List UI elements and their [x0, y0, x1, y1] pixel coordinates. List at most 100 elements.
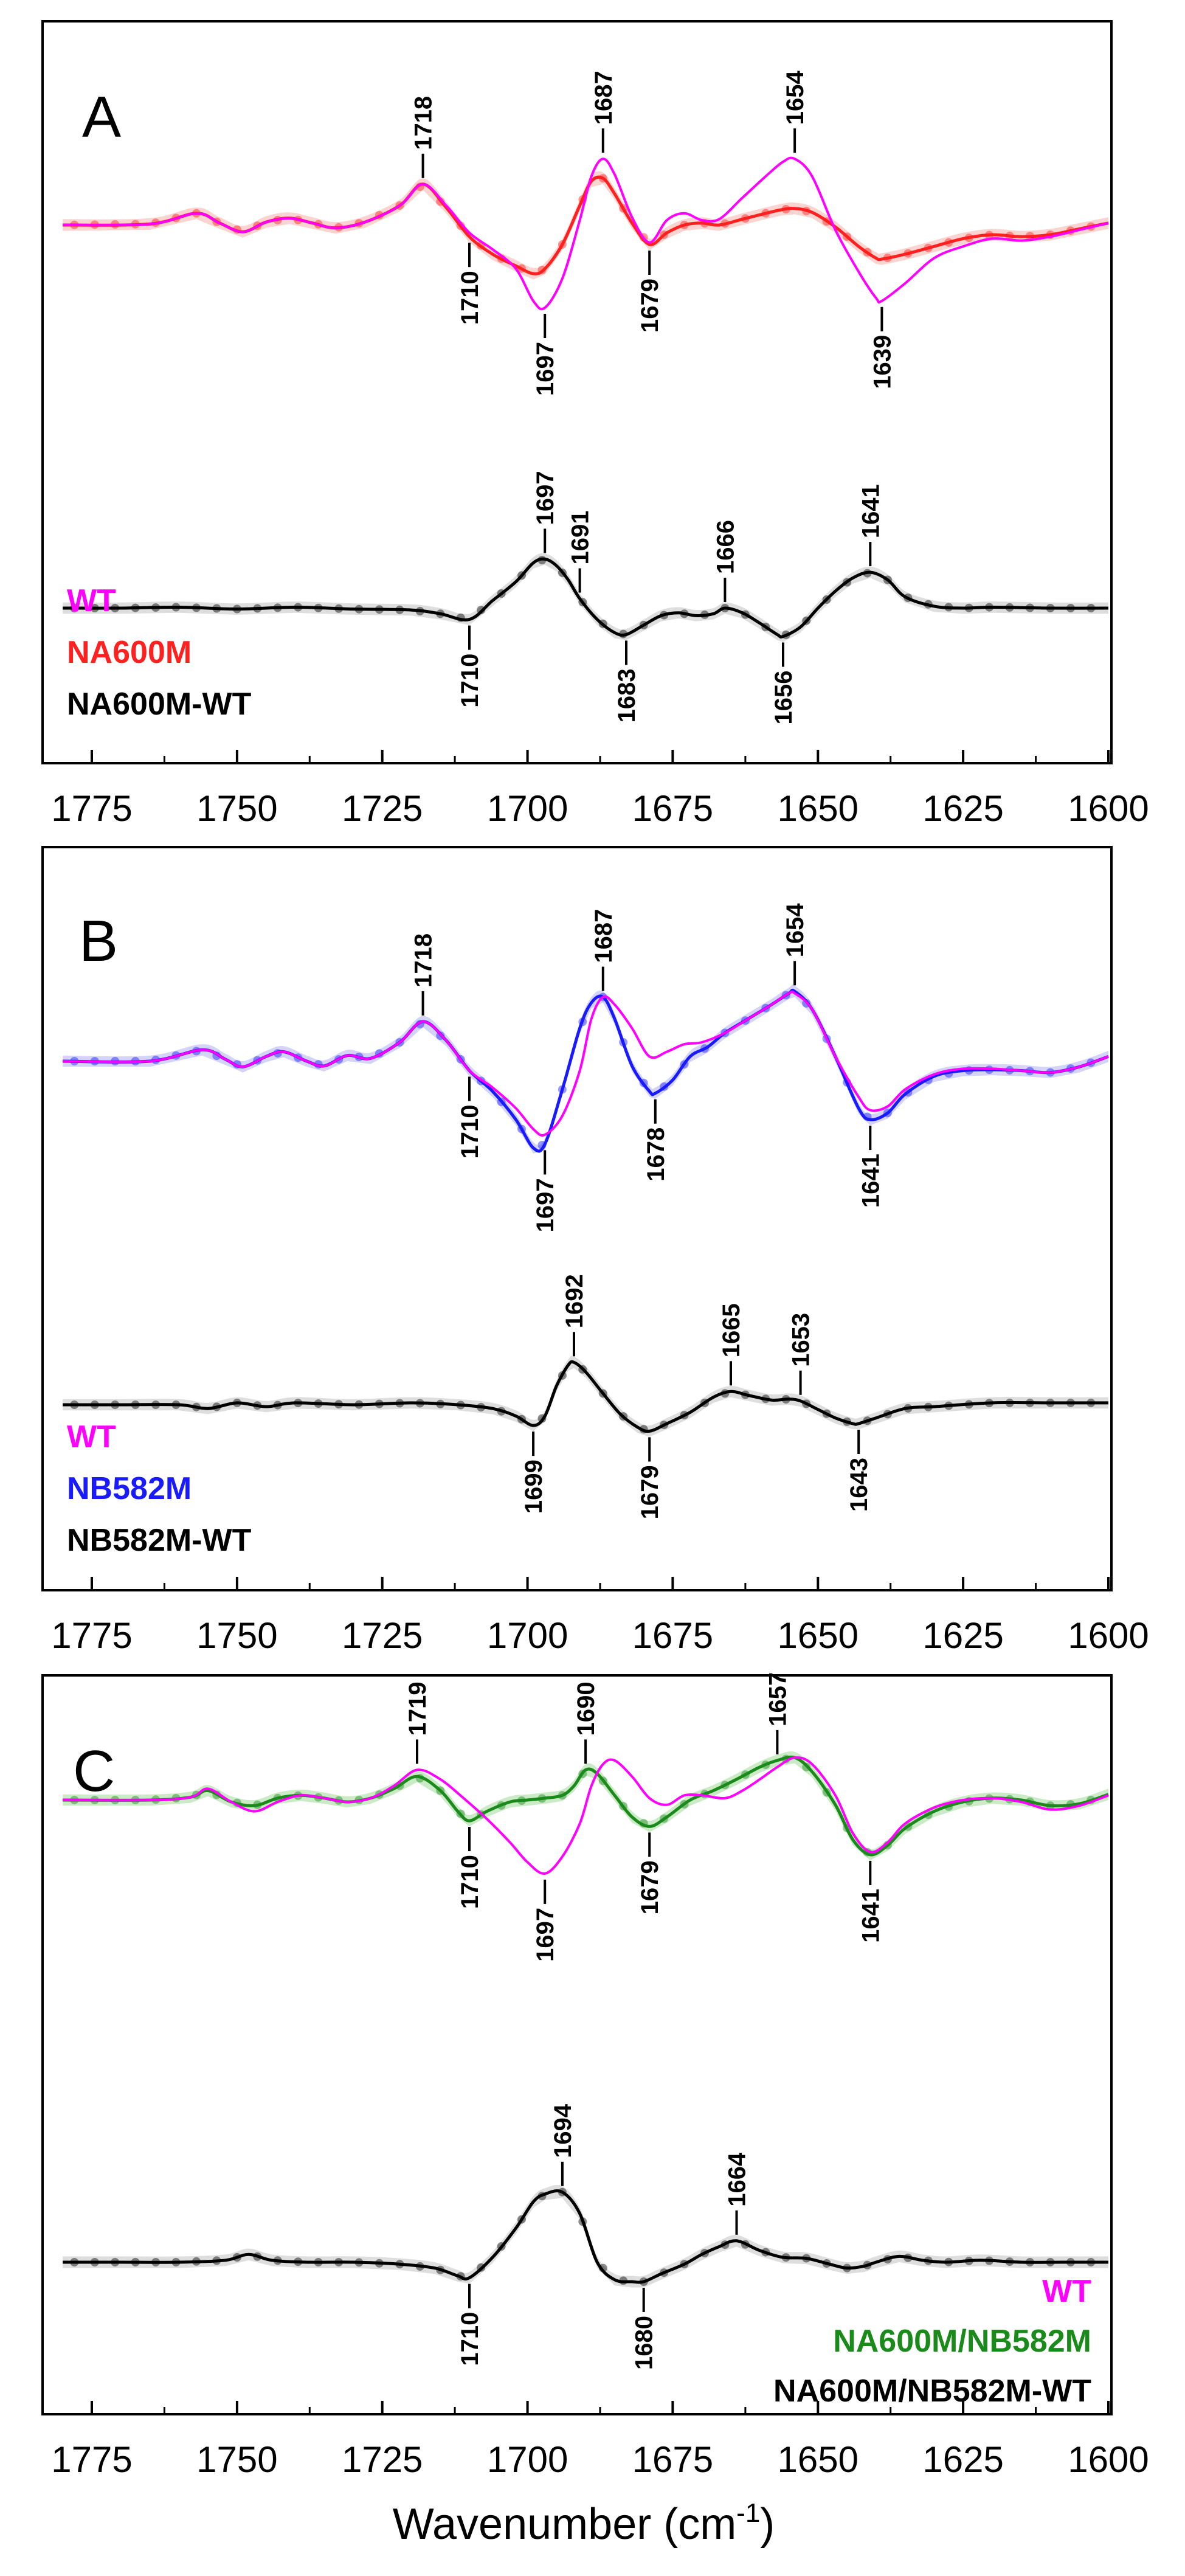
data-point — [903, 594, 913, 602]
data-point — [863, 569, 872, 578]
data-point — [131, 1401, 140, 1409]
x-tick-label-1750: 1750 — [196, 788, 277, 829]
data-point — [660, 1814, 669, 1823]
data-point — [639, 1819, 648, 1828]
data-point — [456, 2272, 465, 2281]
data-point — [558, 1791, 567, 1800]
data-point — [232, 604, 241, 614]
peak-label-1710: 1710 — [457, 2312, 483, 2366]
data-point — [660, 611, 669, 620]
x-tick-label-1750: 1750 — [196, 1615, 277, 1656]
data-point — [578, 1770, 587, 1778]
data-point — [111, 604, 120, 612]
data-point — [598, 619, 607, 628]
peak-label-1697: 1697 — [532, 1178, 559, 1232]
data-point — [619, 1802, 628, 1811]
data-point — [456, 1809, 465, 1818]
series-line-wt — [63, 156, 1109, 311]
data-point — [232, 1398, 241, 1407]
data-point — [903, 2253, 913, 2262]
data-point — [537, 556, 547, 564]
peak-label-1656: 1656 — [770, 671, 797, 725]
data-point — [273, 2256, 282, 2265]
data-point — [578, 1017, 587, 1027]
data-point — [192, 603, 201, 612]
data-point — [415, 607, 424, 615]
panel-a-frame — [41, 20, 1113, 764]
data-point — [1005, 231, 1014, 240]
data-point — [843, 1417, 852, 1426]
data-point — [436, 1786, 445, 1795]
x-tick-label-1775: 1775 — [51, 788, 132, 829]
data-point — [558, 568, 567, 577]
data-point — [863, 2260, 872, 2270]
data-point — [111, 1401, 120, 1409]
panel-a-letter: A — [82, 85, 121, 150]
peak-label-1654: 1654 — [782, 903, 809, 958]
data-point — [456, 221, 465, 230]
data-point — [314, 1399, 323, 1408]
error-band-na600m-nb582m — [63, 1751, 1109, 1861]
data-point — [883, 1410, 892, 1419]
data-point — [253, 1800, 262, 1809]
data-point — [151, 603, 161, 612]
panel-a-x-axis: 1775 1750 1725 1700 1675 1650 1625 1600 — [51, 750, 1149, 829]
data-point — [131, 603, 140, 612]
data-point — [131, 2258, 140, 2266]
data-point — [578, 1365, 587, 1374]
data-point — [294, 603, 303, 612]
data-point — [294, 2257, 303, 2266]
peak-label-1699: 1699 — [520, 1459, 547, 1514]
data-point — [537, 1414, 547, 1423]
peak-label-1718: 1718 — [410, 933, 437, 988]
legend-entry-na600m-nb582m: NA600M/NB582M — [833, 2324, 1091, 2359]
data-point — [253, 604, 262, 613]
data-point — [578, 2217, 587, 2226]
x-tick-label-1625: 1625 — [922, 1615, 1003, 1656]
peak-label-1666: 1666 — [712, 520, 739, 574]
data-point — [517, 1124, 526, 1134]
legend-entry-nb582m-wt: NB582M-WT — [67, 1523, 252, 1558]
data-point — [619, 1412, 628, 1421]
data-point — [802, 616, 811, 625]
data-point — [294, 1399, 303, 1408]
data-point — [1026, 603, 1034, 612]
x-tick-label-1775: 1775 — [51, 2439, 132, 2480]
data-point — [517, 1796, 526, 1805]
data-point — [761, 1761, 770, 1770]
peak-label-1679: 1679 — [637, 1465, 663, 1519]
x-tick-label-1625: 1625 — [922, 2439, 1003, 2480]
data-point — [497, 2242, 506, 2251]
data-point — [700, 2249, 709, 2258]
series-line-wt — [63, 1756, 1109, 1875]
data-point — [477, 2263, 486, 2272]
data-point — [151, 1401, 161, 1409]
data-point — [924, 600, 933, 609]
data-point — [253, 1401, 262, 1410]
data-point — [1066, 2258, 1075, 2266]
peak-label-1641: 1641 — [857, 1889, 884, 1943]
series-line-wt — [63, 990, 1109, 1137]
data-point — [598, 1389, 607, 1398]
data-point — [802, 207, 811, 216]
data-point — [1087, 604, 1096, 612]
data-point — [517, 571, 526, 580]
x-tick-label-1650: 1650 — [778, 2439, 859, 2480]
data-point — [700, 1398, 709, 1407]
x-tick-label-1700: 1700 — [487, 1615, 568, 1656]
series-wt — [63, 156, 1109, 311]
data-point — [741, 2240, 750, 2249]
x-tick-label-1600: 1600 — [1068, 788, 1149, 829]
data-point — [964, 1400, 973, 1409]
x-tick-label-1700: 1700 — [487, 788, 568, 829]
data-point — [90, 604, 99, 612]
data-point — [964, 2256, 973, 2265]
data-point — [639, 2277, 648, 2286]
series-nb582m-wt — [63, 1356, 1109, 1437]
data-point — [619, 629, 628, 639]
data-point — [680, 1800, 689, 1809]
error-band-nb582m — [63, 985, 1109, 1154]
peak-label-1653: 1653 — [788, 1313, 815, 1367]
data-point — [985, 603, 994, 612]
data-point — [314, 2258, 323, 2266]
